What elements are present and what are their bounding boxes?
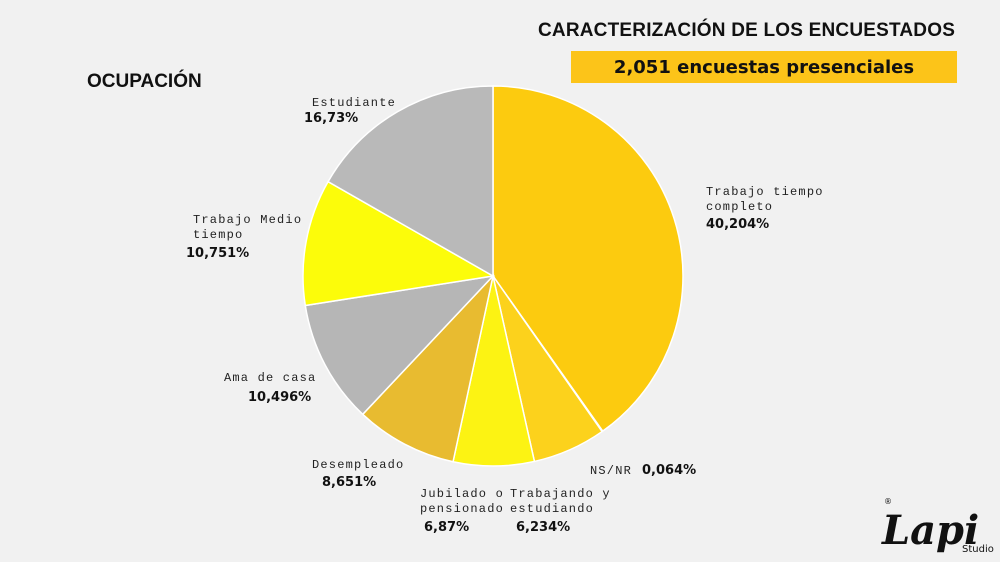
pie-slice-4	[361, 273, 495, 463]
slice-label-4: Desempleado 8,651%	[312, 458, 404, 490]
slice-value-1: 0,064%	[642, 463, 696, 478]
logo-wordmark: Lapi	[881, 507, 979, 554]
slice-value-0: 40,204%	[706, 217, 769, 232]
registered-mark: ®	[884, 497, 892, 506]
logo-suffix: Studio	[962, 544, 994, 555]
slice-value-2: 6,234%	[516, 520, 570, 535]
slice-name-6-0: Trabajo Medio	[193, 213, 302, 227]
slice-name-2-1: estudiando	[510, 502, 594, 516]
slice-label-1: NS/NR 0,064%	[590, 463, 696, 478]
pie-slice-0	[492, 85, 684, 433]
slice-value-5: 10,496%	[248, 390, 311, 405]
pie-slice-6	[302, 180, 496, 307]
slice-value-7: 16,73%	[304, 111, 358, 126]
slice-name-6-1: tiempo	[193, 228, 243, 242]
slice-name-3-0: Jubilado o	[420, 487, 504, 501]
subtitle-text: 2,051 encuestas presenciales	[613, 56, 915, 78]
slice-name-1-0: NS/NR	[590, 464, 632, 478]
slice-value-3: 6,87%	[424, 520, 469, 535]
pie-slice-7	[327, 85, 494, 278]
slice-name-4-0: Desempleado	[312, 458, 404, 472]
slice-value-4: 8,651%	[322, 475, 376, 490]
lapis-studio-logo: ® Lapi Studio	[881, 497, 994, 555]
slice-name-0-0: Trabajo tiempo	[706, 185, 824, 199]
slice-name-5-0: Ama de casa	[224, 371, 316, 385]
slice-label-5: Ama de casa 10,496%	[224, 371, 316, 405]
slice-value-6: 10,751%	[186, 246, 249, 261]
page-title: CARACTERIZACIÓN DE LOS ENCUESTADOS	[538, 20, 956, 41]
slice-name-3-1: pensionado	[420, 502, 504, 516]
pie-slice-5	[304, 274, 496, 416]
slice-name-0-1: completo	[706, 200, 773, 214]
slice-name-7-0: Estudiante	[312, 96, 396, 110]
section-label: OCUPACIÓN	[87, 71, 202, 92]
subtitle-banner: 2,051 encuestas presenciales	[571, 51, 957, 83]
slice-name-2-0: Trabajando y	[510, 487, 611, 501]
